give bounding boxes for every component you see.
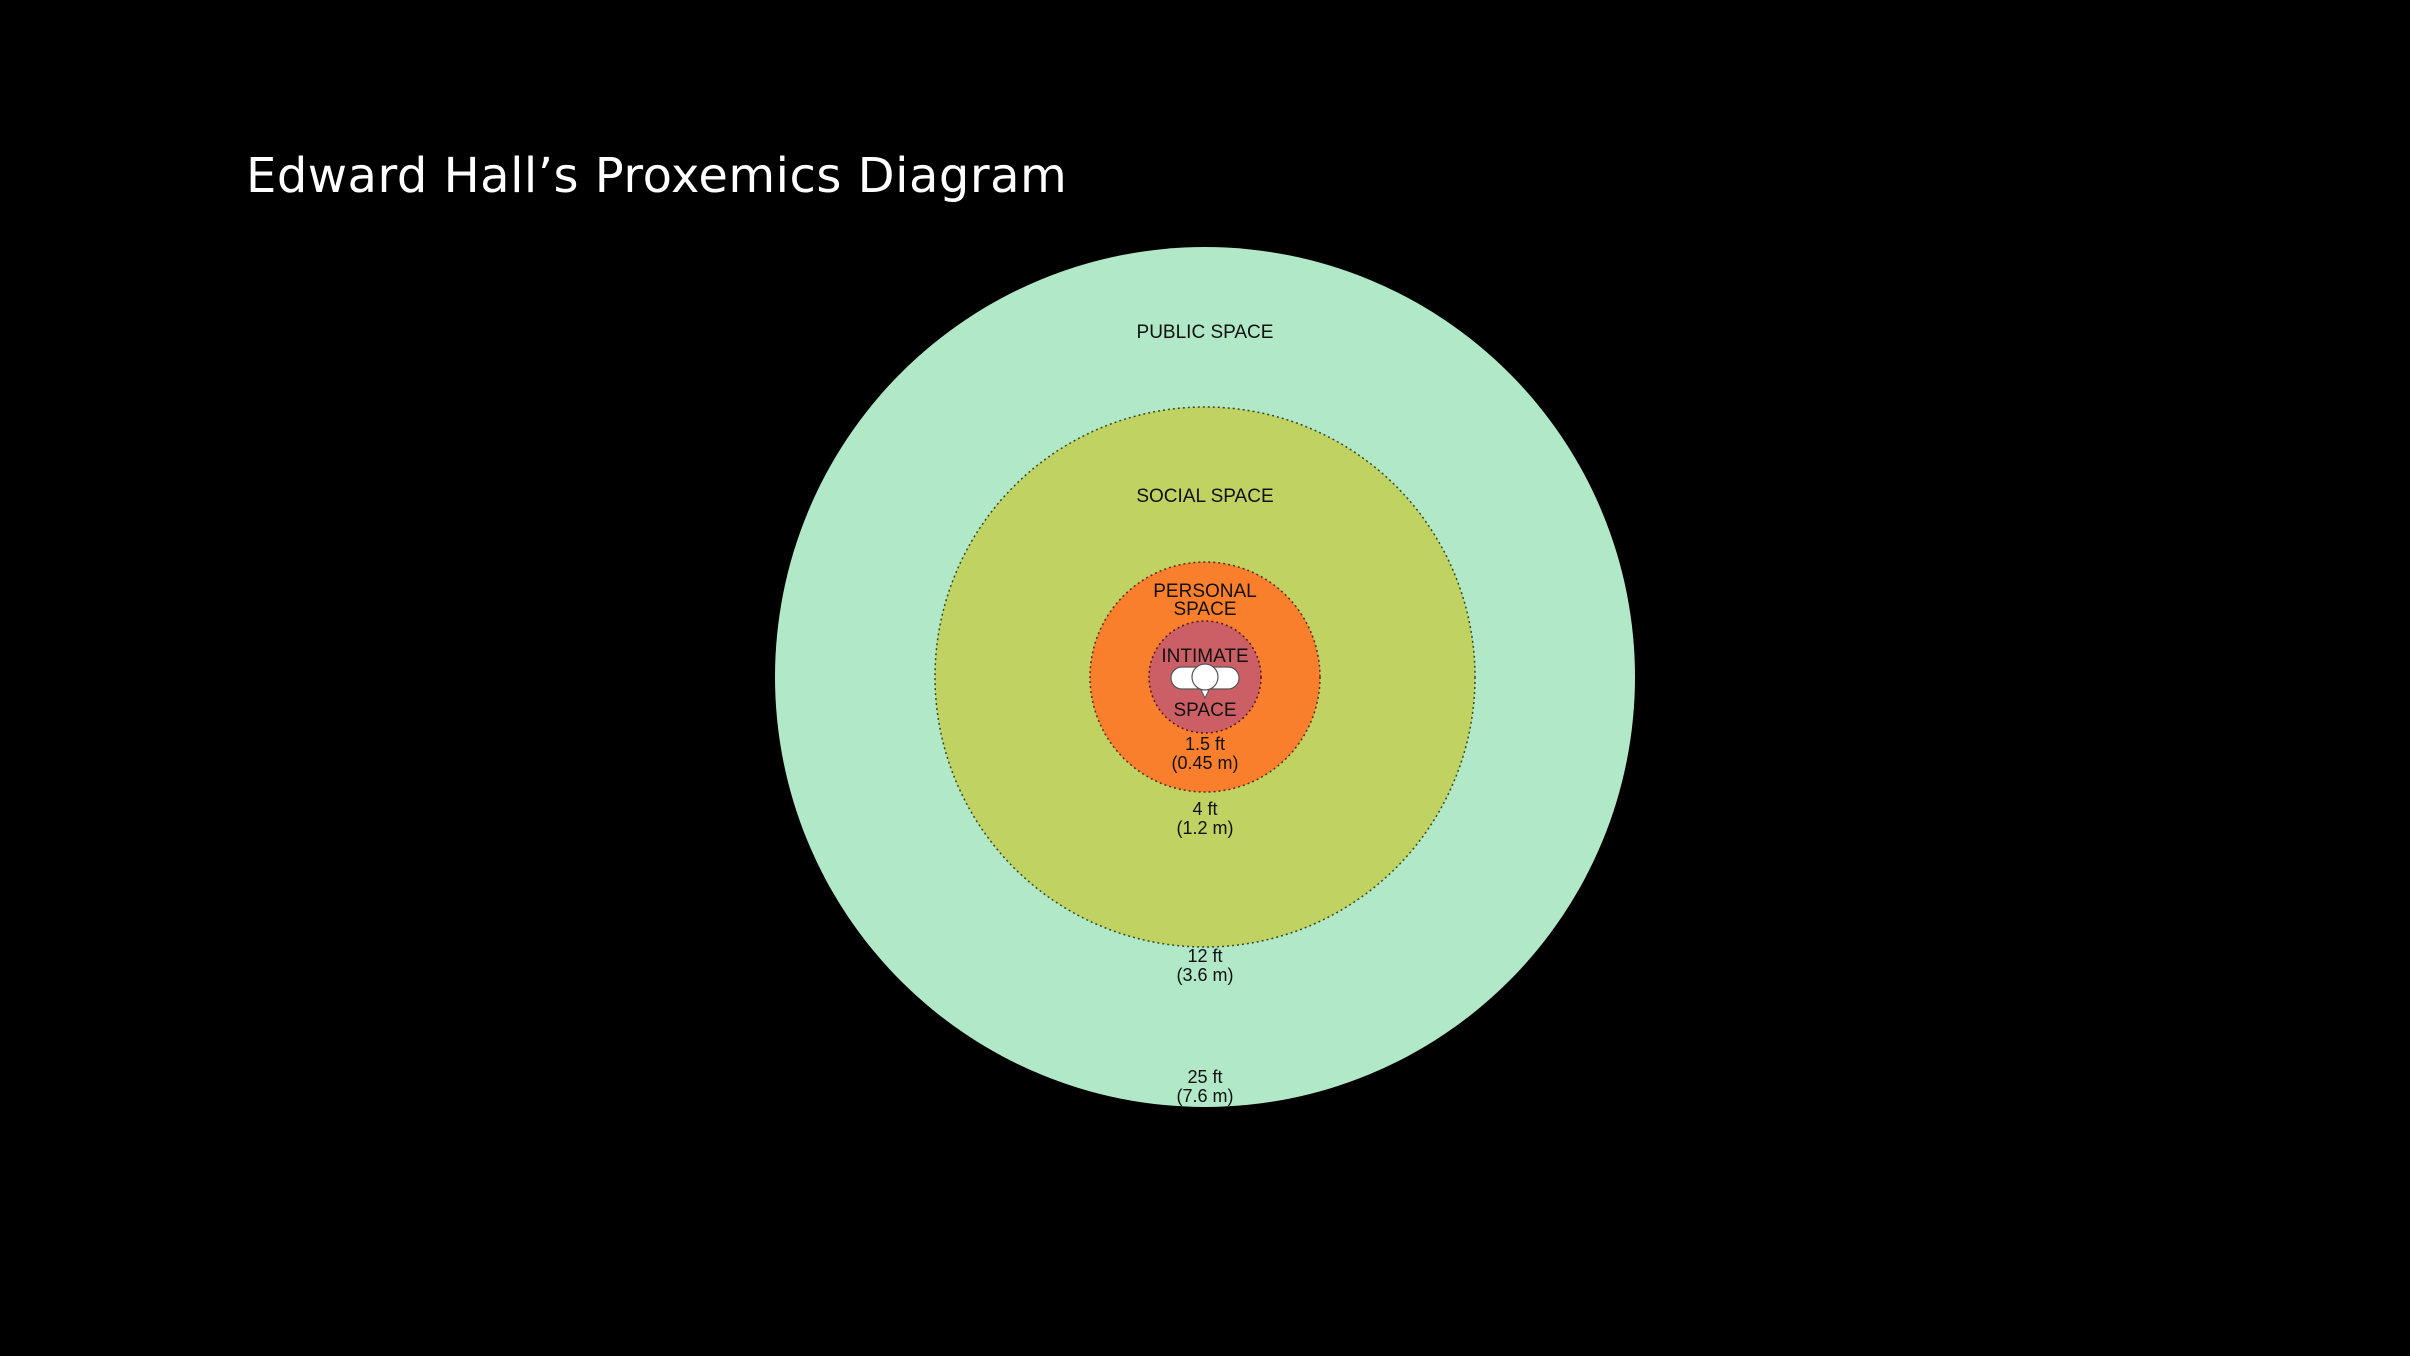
social-distance-ft: 12 ft (1187, 946, 1222, 966)
social-space-label: SOCIAL SPACE (1136, 486, 1273, 507)
public-distance-ft: 25 ft (1187, 1067, 1222, 1087)
page-title: Edward Hall’s Proxemics Diagram (246, 148, 1068, 204)
social-distance-m: (3.6 m) (1176, 965, 1233, 985)
intimate-distance-ft: 1.5 ft (1185, 734, 1225, 754)
personal-distance-ft: 4 ft (1192, 799, 1217, 819)
intimate-distance-m: (0.45 m) (1171, 753, 1238, 773)
intimate-space-label-line1: INTIMATE (1161, 646, 1248, 667)
personal-distance-m: (1.2 m) (1176, 818, 1233, 838)
public-distance-m: (7.6 m) (1176, 1086, 1233, 1106)
public-space-label: PUBLIC SPACE (1137, 322, 1274, 343)
person-icon (1170, 663, 1240, 700)
personal-space-label-line1: PERSONAL (1153, 581, 1256, 602)
personal-space-label-line2: SPACE (1173, 599, 1236, 620)
intimate-space-label-line2: SPACE (1173, 700, 1236, 721)
